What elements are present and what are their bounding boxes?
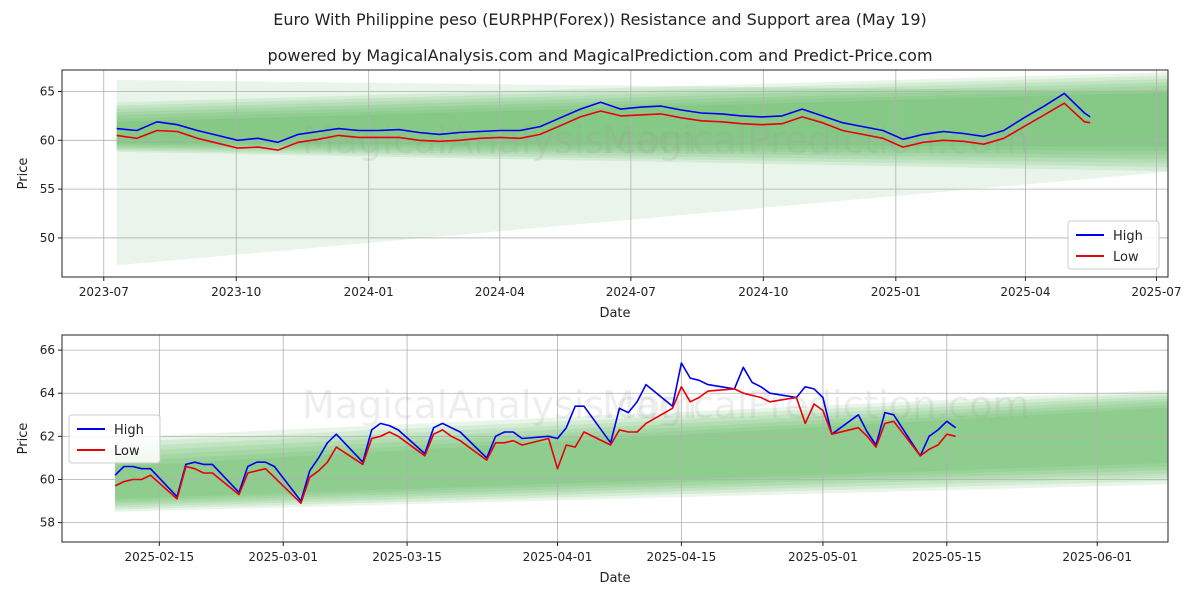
band-wide: [116, 79, 1168, 266]
chart-title: Euro With Philippine peso (EURPHP(Forex)…: [273, 10, 927, 29]
y-tick-label: 64: [40, 386, 55, 400]
legend-label-high: High: [1113, 229, 1143, 244]
band-layer: [116, 89, 1168, 151]
band-layer: [115, 398, 1168, 506]
band-layer: [116, 82, 1168, 160]
legend: High Low: [1067, 220, 1160, 270]
plot-frame: [61, 334, 1169, 543]
chart-panel-2: MagicalAnalysis.comMagicalPrediction.com…: [16, 334, 1169, 586]
watermark-text: MagicalPrediction.com: [602, 118, 1030, 162]
support-resistance-bands: [116, 72, 1168, 266]
y-tick-label: 62: [40, 429, 55, 443]
watermark-text: MagicalAnalysis.com: [302, 118, 697, 162]
x-tick-label: 2025-02-15: [124, 550, 194, 564]
x-tick-label: 2025-06-01: [1062, 550, 1132, 564]
x-tick-label: 2025-04-01: [523, 550, 593, 564]
y-tick-label: 58: [40, 516, 55, 530]
band-layer: [116, 78, 1168, 164]
y-axis-label: Price: [16, 158, 31, 190]
legend-label-high: High: [114, 423, 144, 438]
watermark-text: MagicalAnalysis.com: [302, 383, 697, 427]
x-tick-label: 2025-03-01: [248, 550, 318, 564]
band-layer: [115, 401, 1168, 504]
support-resistance-bands: [115, 389, 1168, 512]
legend-label-low: Low: [114, 444, 140, 459]
x-tick-label: 2024-10: [738, 285, 788, 299]
band-layer: [116, 75, 1168, 168]
band-layer: [116, 92, 1168, 147]
x-tick-label: 2025-01: [871, 285, 921, 299]
x-tick-label: 2025-03-15: [372, 550, 442, 564]
x-tick-label: 2025-05-15: [912, 550, 982, 564]
x-tick-label: 2024-01: [344, 285, 394, 299]
x-axis-label: Date: [599, 571, 630, 586]
plot-frame: [61, 69, 1169, 278]
x-tick-label: 2025-04: [1000, 285, 1050, 299]
band-layer: [115, 392, 1168, 510]
chart-subtitle: powered by MagicalAnalysis.com and Magic…: [267, 46, 933, 65]
y-tick-label: 65: [40, 84, 55, 98]
series-line-low: [116, 102, 1091, 151]
legend: High Low: [68, 414, 161, 464]
y-tick-label: 60: [40, 133, 55, 147]
x-tick-label: 2024-07: [606, 285, 656, 299]
y-tick-label: 55: [40, 182, 55, 196]
band-layer: [115, 407, 1168, 499]
x-axis-label: Date: [599, 306, 630, 321]
legend-label-low: Low: [1113, 250, 1139, 265]
x-tick-label: 2025-07: [1131, 285, 1181, 299]
x-tick-label: 2025-05-01: [788, 550, 858, 564]
y-tick-label: 60: [40, 472, 55, 486]
band-layer: [115, 404, 1168, 502]
series-line-low: [114, 386, 956, 504]
x-tick-label: 2024-04: [475, 285, 525, 299]
series-line-high: [114, 362, 957, 502]
y-tick-label: 50: [40, 231, 55, 245]
series-line-high: [116, 92, 1091, 144]
y-axis-label: Price: [16, 423, 31, 455]
y-tick-label: 66: [40, 343, 55, 357]
band-layer: [115, 389, 1168, 512]
x-tick-label: 2025-04-15: [646, 550, 716, 564]
x-tick-label: 2023-10: [211, 285, 261, 299]
x-tick-label: 2023-07: [79, 285, 129, 299]
chart-panel-1: MagicalAnalysis.comMagicalPrediction.com…: [16, 69, 1182, 321]
